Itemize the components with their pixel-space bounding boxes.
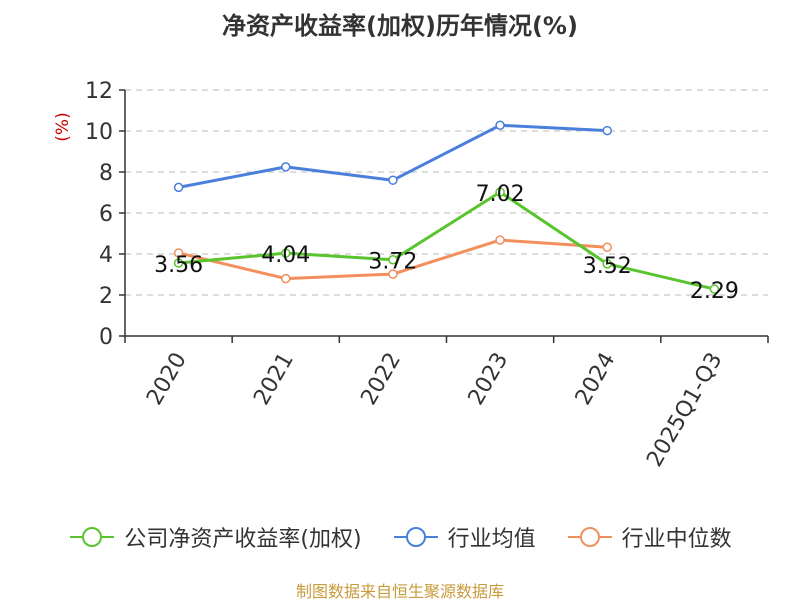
legend-marker-industry-mean (393, 527, 438, 547)
data-label: 3.52 (583, 254, 632, 279)
data-point (281, 248, 291, 258)
x-tick-label: 2022 (356, 349, 406, 410)
x-tick-label: 2020 (142, 349, 192, 410)
data-label: 2.29 (690, 279, 739, 304)
y-tick-label: 10 (85, 120, 113, 145)
legend-label-company-roe: 公司净资产收益率(加权) (124, 527, 362, 552)
source-note: 制图数据来自恒生聚源数据库 (295, 582, 504, 601)
y-tick-label: 4 (99, 243, 113, 268)
legend: 公司净资产收益率(加权) 行业均值 行业中位数 (0, 521, 800, 553)
x-tick-label: 2021 (249, 349, 299, 410)
data-point (495, 120, 505, 131)
data-point (495, 187, 505, 197)
data-point (388, 254, 398, 265)
data-label: 7.02 (476, 182, 525, 207)
data-point (281, 162, 291, 172)
y-tick-label: 8 (99, 161, 113, 186)
data-point (173, 182, 184, 193)
data-label: 3.72 (368, 250, 417, 275)
legend-label-industry-mean: 行业均值 (447, 527, 536, 552)
y-tick-label: 12 (85, 79, 113, 104)
data-point (602, 125, 612, 136)
legend-marker-company-roe (70, 527, 115, 547)
data-label: 3.56 (154, 253, 203, 278)
data-point (173, 258, 184, 268)
data-point (602, 242, 612, 252)
data-label: 4.04 (261, 243, 310, 268)
data-point (173, 248, 184, 258)
y-axis-label: (%) (53, 112, 73, 141)
y-tick-label: 6 (99, 202, 113, 227)
x-tick-label: 2024 (571, 349, 621, 410)
legend-label-industry-median: 行业中位数 (621, 527, 732, 552)
legend-item-industry-median[interactable]: 行业中位数 (566, 521, 732, 553)
x-tick-label: 2023 (464, 349, 514, 410)
data-point (388, 269, 398, 279)
legend-item-company-roe[interactable]: 公司净资产收益率(加权) (68, 521, 362, 553)
y-tick-label: 0 (99, 325, 113, 350)
chart-title: 净资产收益率(加权)历年情况(%) (222, 12, 578, 40)
data-point (495, 235, 505, 245)
y-tick-label: 2 (99, 284, 113, 309)
data-point (602, 259, 612, 269)
series-line (178, 190, 715, 291)
legend-marker-industry-median (567, 527, 612, 547)
data-point (281, 273, 291, 284)
x-tick-label: 2025Q1-Q3 (642, 349, 727, 472)
data-point (388, 175, 398, 185)
data-point (709, 284, 720, 294)
legend-item-industry-mean[interactable]: 行业均值 (392, 521, 536, 553)
